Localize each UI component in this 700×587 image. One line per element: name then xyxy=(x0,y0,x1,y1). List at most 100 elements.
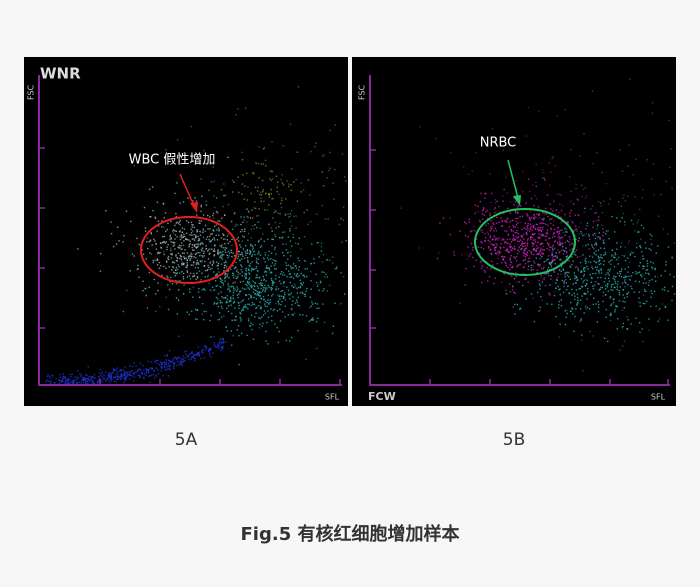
dot xyxy=(67,382,69,384)
dot xyxy=(621,170,624,172)
dot xyxy=(249,263,252,265)
dot xyxy=(146,368,148,370)
dot xyxy=(612,283,614,285)
dot xyxy=(600,205,602,207)
dot xyxy=(607,290,609,292)
dot xyxy=(578,321,581,323)
dot xyxy=(605,294,607,296)
dot xyxy=(517,205,520,207)
dot xyxy=(77,377,80,379)
dot xyxy=(129,374,132,376)
dot xyxy=(627,242,629,244)
dot xyxy=(246,284,248,287)
dot xyxy=(550,275,552,277)
dot xyxy=(467,236,469,238)
dot xyxy=(264,251,267,254)
dot xyxy=(157,251,160,253)
dot xyxy=(202,348,204,351)
dot xyxy=(530,267,532,269)
dot xyxy=(179,238,182,241)
dot xyxy=(176,364,178,367)
dot xyxy=(251,328,253,331)
dot xyxy=(255,306,258,309)
dot xyxy=(168,349,171,352)
dot xyxy=(303,259,306,261)
dot xyxy=(241,159,244,161)
dot xyxy=(551,261,554,263)
dot xyxy=(521,242,523,245)
dot xyxy=(270,265,272,267)
dot xyxy=(47,374,49,376)
dot xyxy=(296,151,299,153)
dot xyxy=(540,296,542,298)
dot xyxy=(182,355,184,357)
dot xyxy=(289,273,291,275)
dot xyxy=(247,210,250,213)
dot xyxy=(189,353,191,355)
dot xyxy=(634,280,637,282)
dot xyxy=(494,207,496,209)
dot xyxy=(121,376,124,378)
dot xyxy=(267,316,270,318)
dot xyxy=(587,243,589,246)
dot xyxy=(268,286,270,288)
dot xyxy=(220,316,223,318)
dot xyxy=(319,280,322,283)
dot xyxy=(527,265,530,267)
dot xyxy=(257,186,259,189)
dot xyxy=(553,271,555,273)
dot xyxy=(291,304,293,306)
dot xyxy=(296,301,298,303)
dot xyxy=(574,277,576,280)
dot xyxy=(261,316,263,318)
dot xyxy=(238,253,240,256)
dot xyxy=(279,222,281,225)
dot xyxy=(442,217,445,219)
dot xyxy=(220,349,222,351)
dot xyxy=(93,373,96,376)
dot xyxy=(109,374,111,376)
dot xyxy=(71,381,73,384)
dot xyxy=(547,267,550,269)
dot xyxy=(219,220,221,222)
dot xyxy=(120,374,122,377)
dot xyxy=(170,257,173,259)
dot xyxy=(191,253,193,255)
dot xyxy=(190,264,192,266)
dot xyxy=(532,260,535,262)
dot xyxy=(597,224,599,226)
dot xyxy=(523,238,525,240)
dot xyxy=(167,368,169,370)
dot xyxy=(232,265,234,267)
dot xyxy=(243,257,246,259)
dot xyxy=(551,253,554,256)
dot xyxy=(260,200,262,203)
dot xyxy=(518,281,520,283)
dot xyxy=(559,251,561,253)
dot xyxy=(638,297,640,299)
dot xyxy=(316,213,318,215)
dot xyxy=(654,267,656,270)
dot xyxy=(182,244,185,247)
dot xyxy=(240,223,242,226)
dot xyxy=(254,201,256,203)
dot xyxy=(576,198,578,200)
dot xyxy=(555,315,557,318)
dot xyxy=(157,289,159,292)
dot xyxy=(583,275,585,277)
dot xyxy=(535,245,538,247)
dot xyxy=(489,268,492,270)
dot xyxy=(563,280,565,282)
dot xyxy=(595,250,597,252)
dot xyxy=(585,260,587,263)
dot xyxy=(278,226,280,228)
dot xyxy=(83,378,85,380)
dot xyxy=(188,313,190,316)
dot xyxy=(519,263,521,265)
dot xyxy=(247,232,250,235)
dot xyxy=(142,289,144,292)
dot xyxy=(559,244,562,247)
dot xyxy=(211,248,213,250)
dot xyxy=(522,252,524,254)
dot xyxy=(539,227,542,229)
